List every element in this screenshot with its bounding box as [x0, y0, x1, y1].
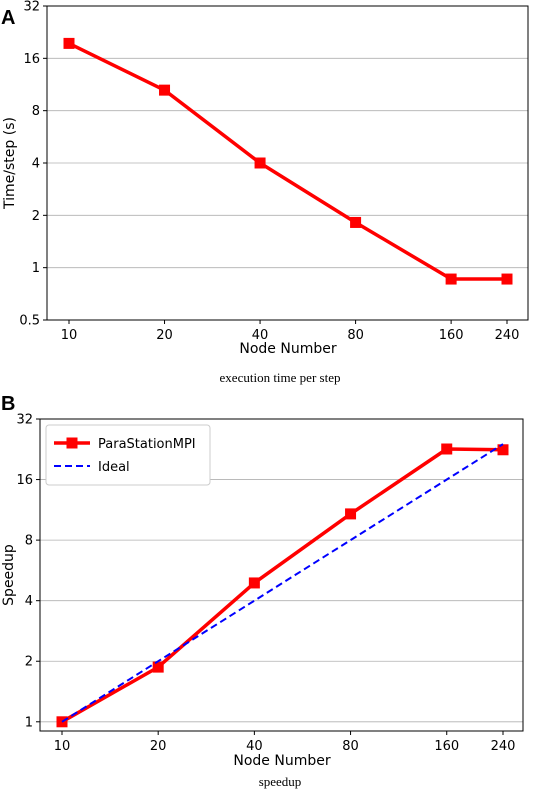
panel-b-plot-frame	[39, 418, 524, 732]
panel-a-letter: A	[1, 7, 15, 29]
panel-a-x-tick-label: 10	[61, 328, 78, 343]
panel-b-legend	[45, 424, 211, 486]
panel-b-y-tick-label: 1	[25, 715, 33, 730]
panel-a-y-tick-label: 2	[32, 209, 40, 224]
panel-a-y-tick-label: 16	[23, 52, 40, 67]
panel-a-x-tick-label: 40	[252, 328, 269, 343]
panel-a-data-point	[350, 216, 362, 228]
panel-a-y-tick-label: 0.5	[19, 314, 40, 329]
panel-b-legend-label: ParaStationMPI	[98, 437, 196, 452]
panel-b-y-axis-label: Speedup	[1, 544, 17, 606]
panel-b-y-tick-label: 16	[16, 473, 33, 488]
panel-b-data-point	[497, 444, 509, 456]
panel-b-legend-marker	[66, 437, 78, 449]
panel-a-series-line-0	[68, 41, 507, 281]
panel-b-data-point	[248, 577, 260, 589]
panel-b-y-tick-label: 2	[25, 655, 33, 670]
panel-b-legend-label: Ideal	[98, 460, 130, 475]
panel-a-y-tick-label: 4	[32, 157, 40, 172]
panel-b-x-tick-label: 20	[150, 739, 167, 754]
panel-b-caption: speedup	[259, 774, 302, 789]
panel-b-series-line-ideal	[61, 443, 504, 723]
panel-a-data-point	[159, 84, 171, 96]
panel-b-data-point	[152, 661, 164, 673]
panel-b-y-tick-label: 8	[25, 534, 33, 549]
panel-b-data-point	[441, 443, 453, 455]
panel-a-data-point	[254, 157, 266, 169]
panel-b-y-tick-label: 32	[16, 413, 33, 428]
panel-a-data-point	[445, 273, 457, 285]
panel-a-y-tick-label: 32	[23, 0, 40, 15]
panel-a-data-point	[501, 273, 513, 285]
panel-a-caption: execution time per step	[220, 370, 341, 385]
panel-a-y-axis-label: Time/step (s)	[2, 117, 18, 210]
panel-b-letter: B	[1, 393, 15, 415]
panel-b-x-axis-label: Node Number	[233, 753, 330, 769]
panel-b-y-tick-label: 4	[25, 594, 33, 609]
panel-b-x-tick-label: 240	[491, 739, 516, 754]
panel-a-x-tick-label: 240	[495, 328, 520, 343]
panel-a-x-axis-label: Node Number	[239, 341, 336, 357]
panel-b-data-point	[345, 508, 357, 520]
panel-a-x-tick-label: 80	[347, 328, 364, 343]
panel-a-data-point	[63, 37, 75, 49]
panel-a-y-tick-label: 8	[32, 104, 40, 119]
panel-a-x-tick-label: 160	[439, 328, 464, 343]
panel-a-x-tick-label: 20	[156, 328, 173, 343]
panel-b-x-tick-label: 40	[246, 739, 263, 754]
panel-b-series-line-parastationmpi	[61, 447, 504, 724]
panel-b-x-tick-label: 80	[342, 739, 359, 754]
panel-b-x-tick-label: 10	[54, 739, 71, 754]
panel-b-x-tick-label: 160	[434, 739, 459, 754]
panel-a-y-tick-label: 1	[32, 261, 40, 276]
